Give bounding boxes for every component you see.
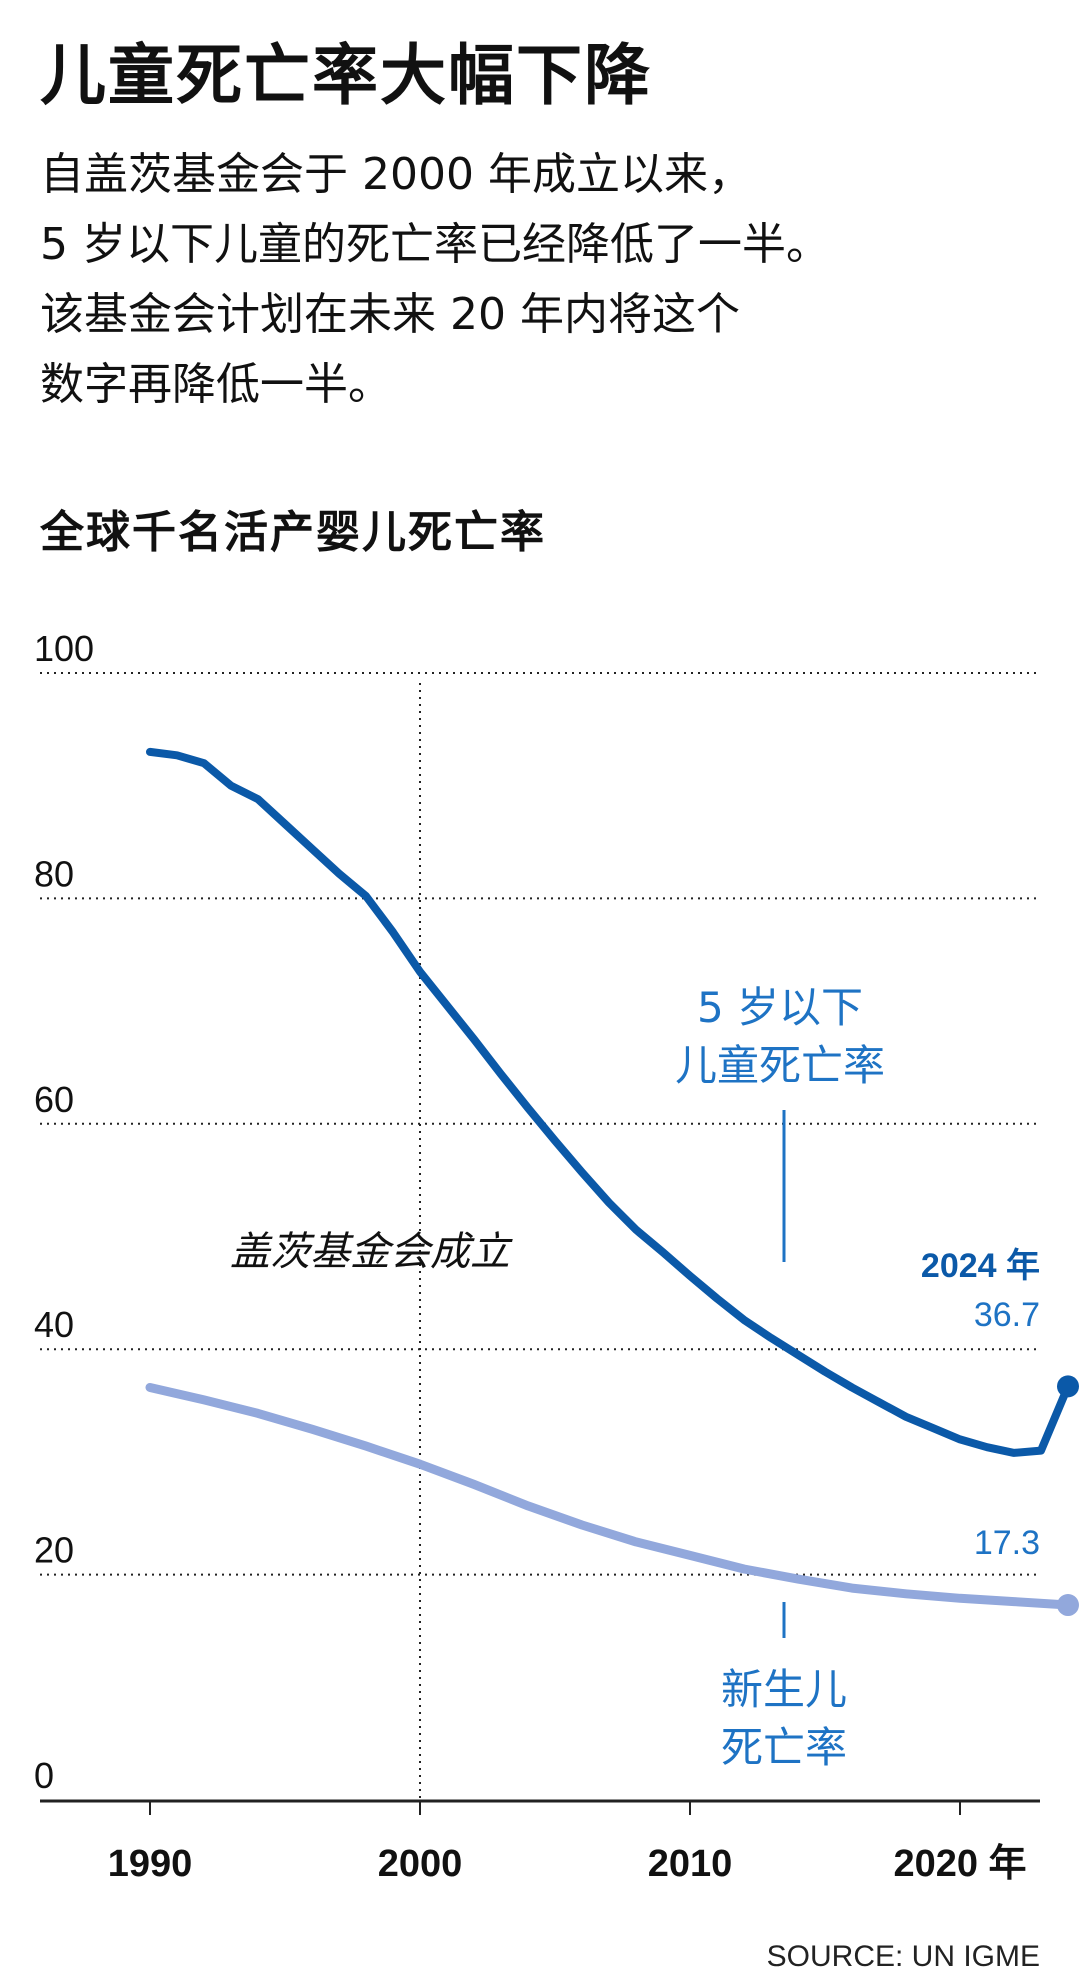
source-note: SOURCE: UN IGME — [766, 1940, 1040, 1973]
x-tick-label: 1990 — [108, 1843, 193, 1885]
series-end-point — [1057, 1375, 1079, 1398]
series-label-under5: 儿童死亡率 — [675, 1041, 885, 1090]
y-tick-label: 100 — [34, 628, 94, 669]
annotation-founding: 盖茨基金会成立 — [230, 1229, 513, 1275]
y-tick-label: 20 — [34, 1530, 74, 1571]
y-tick-label: 0 — [34, 1755, 54, 1796]
x-tick-label: 2000 — [378, 1843, 463, 1885]
data-label-neonatal: 17.3 — [974, 1524, 1040, 1562]
subtitle-line: 数字再降低一半。 — [40, 359, 392, 410]
series-line-neonatal — [145, 1383, 1073, 1610]
y-tick-label: 40 — [34, 1304, 74, 1345]
series-line-under5 — [146, 747, 1072, 1457]
series-end-point — [1057, 1594, 1079, 1617]
y-tick-label: 80 — [34, 853, 74, 894]
end-year-label: 2024 年 — [921, 1247, 1040, 1285]
x-tick-label: 2020 年 — [893, 1843, 1026, 1885]
subtitle: 自盖茨基金会于 2000 年成立以来， 5 岁以下儿童的死亡率已经降低了一半。 … — [40, 140, 1040, 420]
series-label-neonatal: 新生儿 — [721, 1665, 847, 1714]
x-tick-label: 2010 — [648, 1843, 733, 1885]
subtitle-line: 该基金会计划在未来 20 年内将这个 — [40, 289, 740, 340]
series-label-under5: 5 岁以下 — [697, 983, 863, 1032]
data-label-under5: 36.7 — [974, 1296, 1040, 1334]
page-title: 儿童死亡率大幅下降 — [40, 37, 652, 114]
series-label-neonatal: 死亡率 — [721, 1723, 847, 1772]
subtitle-line: 自盖茨基金会于 2000 年成立以来， — [40, 149, 752, 200]
y-tick-label: 60 — [34, 1079, 74, 1120]
chart-title: 全球千名活产婴儿死亡率 — [40, 507, 546, 558]
subtitle-line: 5 岁以下儿童的死亡率已经降低了一半。 — [40, 219, 830, 270]
